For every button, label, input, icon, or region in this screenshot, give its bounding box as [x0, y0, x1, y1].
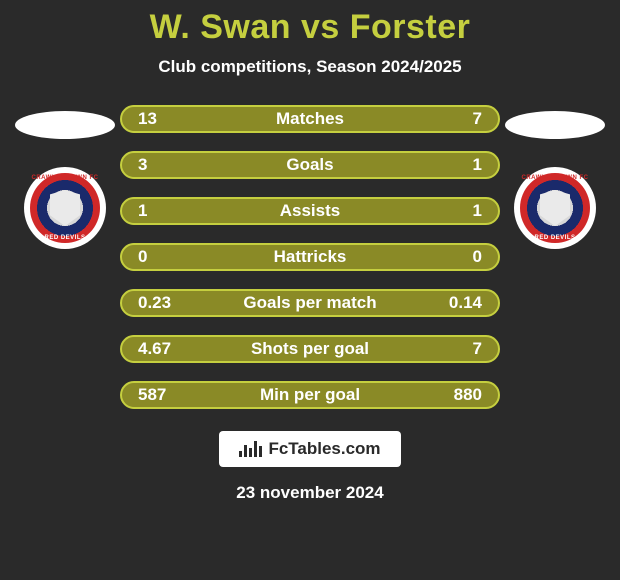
stat-right-value: 0.14: [422, 293, 482, 313]
club-badge-right: CRAWLEY TOWN FC RED DEVILS: [514, 167, 596, 249]
stat-label: Assists: [198, 201, 422, 221]
stat-right-value: 1: [422, 201, 482, 221]
comparison-card: W. Swan vs Forster Club competitions, Se…: [0, 0, 620, 580]
badge-top-text-left: CRAWLEY TOWN FC: [24, 175, 106, 181]
date-line: 23 november 2024: [236, 483, 383, 503]
stat-left-value: 1: [138, 201, 198, 221]
left-player-col: CRAWLEY TOWN FC RED DEVILS: [10, 105, 120, 249]
club-badge-left: CRAWLEY TOWN FC RED DEVILS: [24, 167, 106, 249]
stat-bar: 13Matches7: [120, 105, 500, 133]
right-player-col: CRAWLEY TOWN FC RED DEVILS: [500, 105, 610, 249]
badge-bottom-text-right: RED DEVILS: [514, 235, 596, 241]
stat-left-value: 3: [138, 155, 198, 175]
stat-bar: 3Goals1: [120, 151, 500, 179]
brand-pill[interactable]: FcTables.com: [219, 431, 401, 467]
stat-bar: 0Hattricks0: [120, 243, 500, 271]
stat-left-value: 0.23: [138, 293, 198, 313]
stat-label: Matches: [198, 109, 422, 129]
stat-left-value: 0: [138, 247, 198, 267]
stat-right-value: 7: [422, 339, 482, 359]
player-photo-right: [505, 111, 605, 139]
stat-bar: 4.67Shots per goal7: [120, 335, 500, 363]
stat-label: Min per goal: [198, 385, 422, 405]
stat-label: Hattricks: [198, 247, 422, 267]
badge-bottom-text-left: RED DEVILS: [24, 235, 106, 241]
title: W. Swan vs Forster: [150, 8, 471, 47]
subtitle: Club competitions, Season 2024/2025: [158, 57, 461, 77]
stat-left-value: 587: [138, 385, 198, 405]
stat-bar: 1Assists1: [120, 197, 500, 225]
stat-label: Goals: [198, 155, 422, 175]
badge-top-text-right: CRAWLEY TOWN FC: [514, 175, 596, 181]
stats-column: 13Matches73Goals11Assists10Hattricks00.2…: [120, 105, 500, 409]
main-row: CRAWLEY TOWN FC RED DEVILS 13Matches73Go…: [0, 105, 620, 409]
stat-right-value: 0: [422, 247, 482, 267]
stat-label: Goals per match: [198, 293, 422, 313]
stat-right-value: 7: [422, 109, 482, 129]
stat-right-value: 1: [422, 155, 482, 175]
stat-label: Shots per goal: [198, 339, 422, 359]
stat-bar: 0.23Goals per match0.14: [120, 289, 500, 317]
shield-icon: [30, 173, 100, 243]
bars-icon: [239, 441, 262, 457]
player-photo-left: [15, 111, 115, 139]
brand-label: FcTables.com: [268, 439, 380, 459]
stat-bar: 587Min per goal880: [120, 381, 500, 409]
stat-right-value: 880: [422, 385, 482, 405]
stat-left-value: 13: [138, 109, 198, 129]
stat-left-value: 4.67: [138, 339, 198, 359]
shield-icon: [520, 173, 590, 243]
